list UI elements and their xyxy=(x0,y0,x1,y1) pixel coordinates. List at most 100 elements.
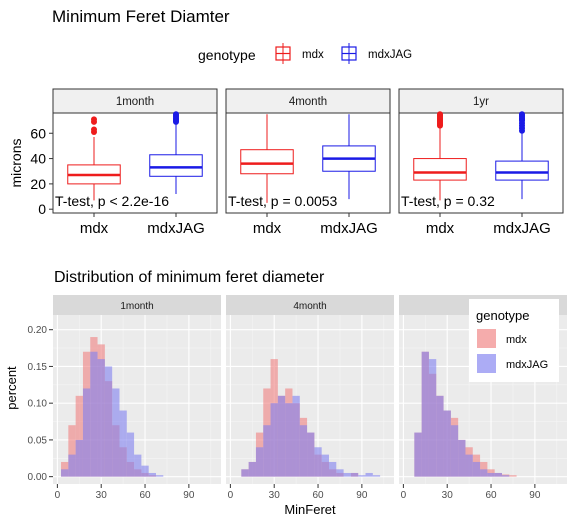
hist-panel-1month: 1month 0 30 60 90 xyxy=(53,295,221,501)
box-panel-annotation: T-test, p = 0.0053 xyxy=(228,193,338,209)
box-mdxjag xyxy=(322,114,376,200)
hist-panel-strip xyxy=(226,295,394,315)
hist-bar-mdxjag xyxy=(350,472,359,477)
top-legend-key-mdxjag: mdxJAG xyxy=(341,43,412,64)
box-mdx xyxy=(240,114,294,203)
box-x-tick-label: mdx xyxy=(253,220,282,237)
hist-bar-mdxjag xyxy=(358,475,366,477)
hist-bar-mdxjag xyxy=(450,425,459,477)
hist-x-tick-label: 30 xyxy=(269,490,281,501)
hist-bar-mdxjag xyxy=(255,447,264,477)
box-panel-strip-label: 4month xyxy=(289,96,327,108)
box-panel-strip xyxy=(52,88,218,114)
box-y-tick-label: 0 xyxy=(38,201,46,217)
hist-bar-mdxjag xyxy=(480,469,488,477)
hist-panel-strip xyxy=(53,295,221,315)
hist-bar-mdxjag xyxy=(270,403,278,477)
box-outlier-point xyxy=(91,126,97,133)
hist-x-tick-label: 0 xyxy=(228,490,234,501)
hist-bar-mdxjag xyxy=(421,351,429,477)
hist-bar-mdxjag xyxy=(241,469,249,477)
hist-x-tick-label: 30 xyxy=(96,490,108,501)
top-legend-label-mdx: mdx xyxy=(302,49,324,61)
hist-bar-mdxjag xyxy=(119,410,127,477)
hist-panel-strip-label: 4month xyxy=(293,301,326,312)
box-body xyxy=(413,158,467,181)
bottom-legend-swatch-mdx xyxy=(477,329,496,348)
hist-y-tick-label: 0.10 xyxy=(28,399,48,410)
hist-bar-mdxjag xyxy=(472,461,481,477)
hist-bar-mdxjag xyxy=(343,472,351,477)
hist-x-tick-label: 0 xyxy=(55,490,61,501)
hist-bar-mdxjag xyxy=(414,432,422,477)
box-panel-strip-label: 1yr xyxy=(473,96,489,108)
top-legend-key-mdx: mdx xyxy=(275,43,324,64)
hist-panel-4month: 4month 0 30 60 90 xyxy=(226,295,394,501)
hist-bar-mdxjag xyxy=(487,472,495,477)
box-outlier-point xyxy=(519,111,525,118)
box-outlier-point xyxy=(173,111,179,118)
hist-bar-mdxjag xyxy=(126,432,135,477)
box-mdx xyxy=(413,111,467,201)
hist-bar-mdxjag xyxy=(365,472,373,477)
hist-bar-mdxjag xyxy=(443,410,451,477)
box-x-tick-label: mdx xyxy=(426,220,455,237)
top-legend-label-mdxjag: mdxJAG xyxy=(368,49,412,61)
box-y-tick-label: 60 xyxy=(30,125,46,141)
box-mdxjag xyxy=(495,111,549,200)
box-panel-strip-label: 1month xyxy=(116,96,154,108)
bottom-legend: genotype mdx mdxJAG xyxy=(469,299,559,382)
box-y-tick-label: 40 xyxy=(30,151,46,167)
hist-bar-mdxjag xyxy=(465,454,473,477)
hist-y-tick-label: 0.05 xyxy=(28,435,48,446)
box-y-axis-label: microns xyxy=(8,138,24,187)
bottom-legend-label-mdxjag: mdxJAG xyxy=(506,359,548,371)
box-mdx xyxy=(67,116,121,201)
hist-bar-mdxjag xyxy=(285,403,293,477)
box-body xyxy=(240,149,294,175)
box-outlier-point xyxy=(437,111,443,118)
hist-bar-mdxjag xyxy=(328,461,337,477)
hist-x-axis-label: MinFeret xyxy=(284,502,336,517)
hist-y-tick-label: 0.15 xyxy=(28,362,48,373)
bottom-legend-label-mdx: mdx xyxy=(506,334,527,346)
hist-bar-mdxjag xyxy=(75,439,83,477)
hist-y-tick-label: 0.20 xyxy=(28,325,48,336)
box-panel-strip xyxy=(398,88,564,114)
box-panel-strip xyxy=(225,88,391,114)
bottom-legend-swatch-mdxjag xyxy=(477,354,496,373)
hist-bar-mdxjag xyxy=(112,388,120,477)
hist-bar-mdxjag xyxy=(299,425,308,477)
hist-bar-mdxjag xyxy=(141,465,149,477)
box-panel-annotation: T-test, p < 2.2e-16 xyxy=(55,193,169,209)
hist-y-axis-label: percent xyxy=(4,366,19,410)
box-y-tick-label: 20 xyxy=(30,176,46,192)
hist-bar-mdxjag xyxy=(277,395,286,477)
hist-bar-mdx xyxy=(61,461,69,477)
hist-x-tick-label: 60 xyxy=(139,490,151,501)
box-x-tick-label: mdxJAG xyxy=(320,220,378,237)
hist-bar-mdxjag xyxy=(458,439,466,477)
hist-bar-mdxjag xyxy=(104,366,113,477)
box-outlier-point xyxy=(91,116,97,123)
hist-bar-mdxjag xyxy=(82,388,91,477)
top-chart-title: Minimum Feret Diamter xyxy=(52,7,230,26)
box-x-tick-label: mdxJAG xyxy=(493,220,551,237)
hist-x-tick-label: 60 xyxy=(312,490,324,501)
hist-bar-mdxjag xyxy=(155,475,164,477)
box-x-tick-label: mdx xyxy=(80,220,109,237)
hist-bar-mdx xyxy=(68,425,76,477)
hist-bar-mdx xyxy=(480,461,488,477)
box-panel-1yr: 1yr T-test, p = 0.32 mdx mdxJAG xyxy=(398,88,564,237)
box-body xyxy=(495,160,549,181)
box-x-tick-label: mdxJAG xyxy=(147,220,205,237)
hist-y-tick-label: 0.00 xyxy=(28,472,48,483)
hist-bar-mdxjag xyxy=(436,395,444,477)
box-body xyxy=(149,154,203,177)
hist-bar-mdxjag xyxy=(314,447,322,477)
hist-bar-mdxjag xyxy=(90,351,98,477)
hist-bar-mdxjag xyxy=(501,475,510,477)
hist-bar-mdxjag xyxy=(248,461,256,477)
bottom-legend-title: genotype xyxy=(476,308,530,323)
